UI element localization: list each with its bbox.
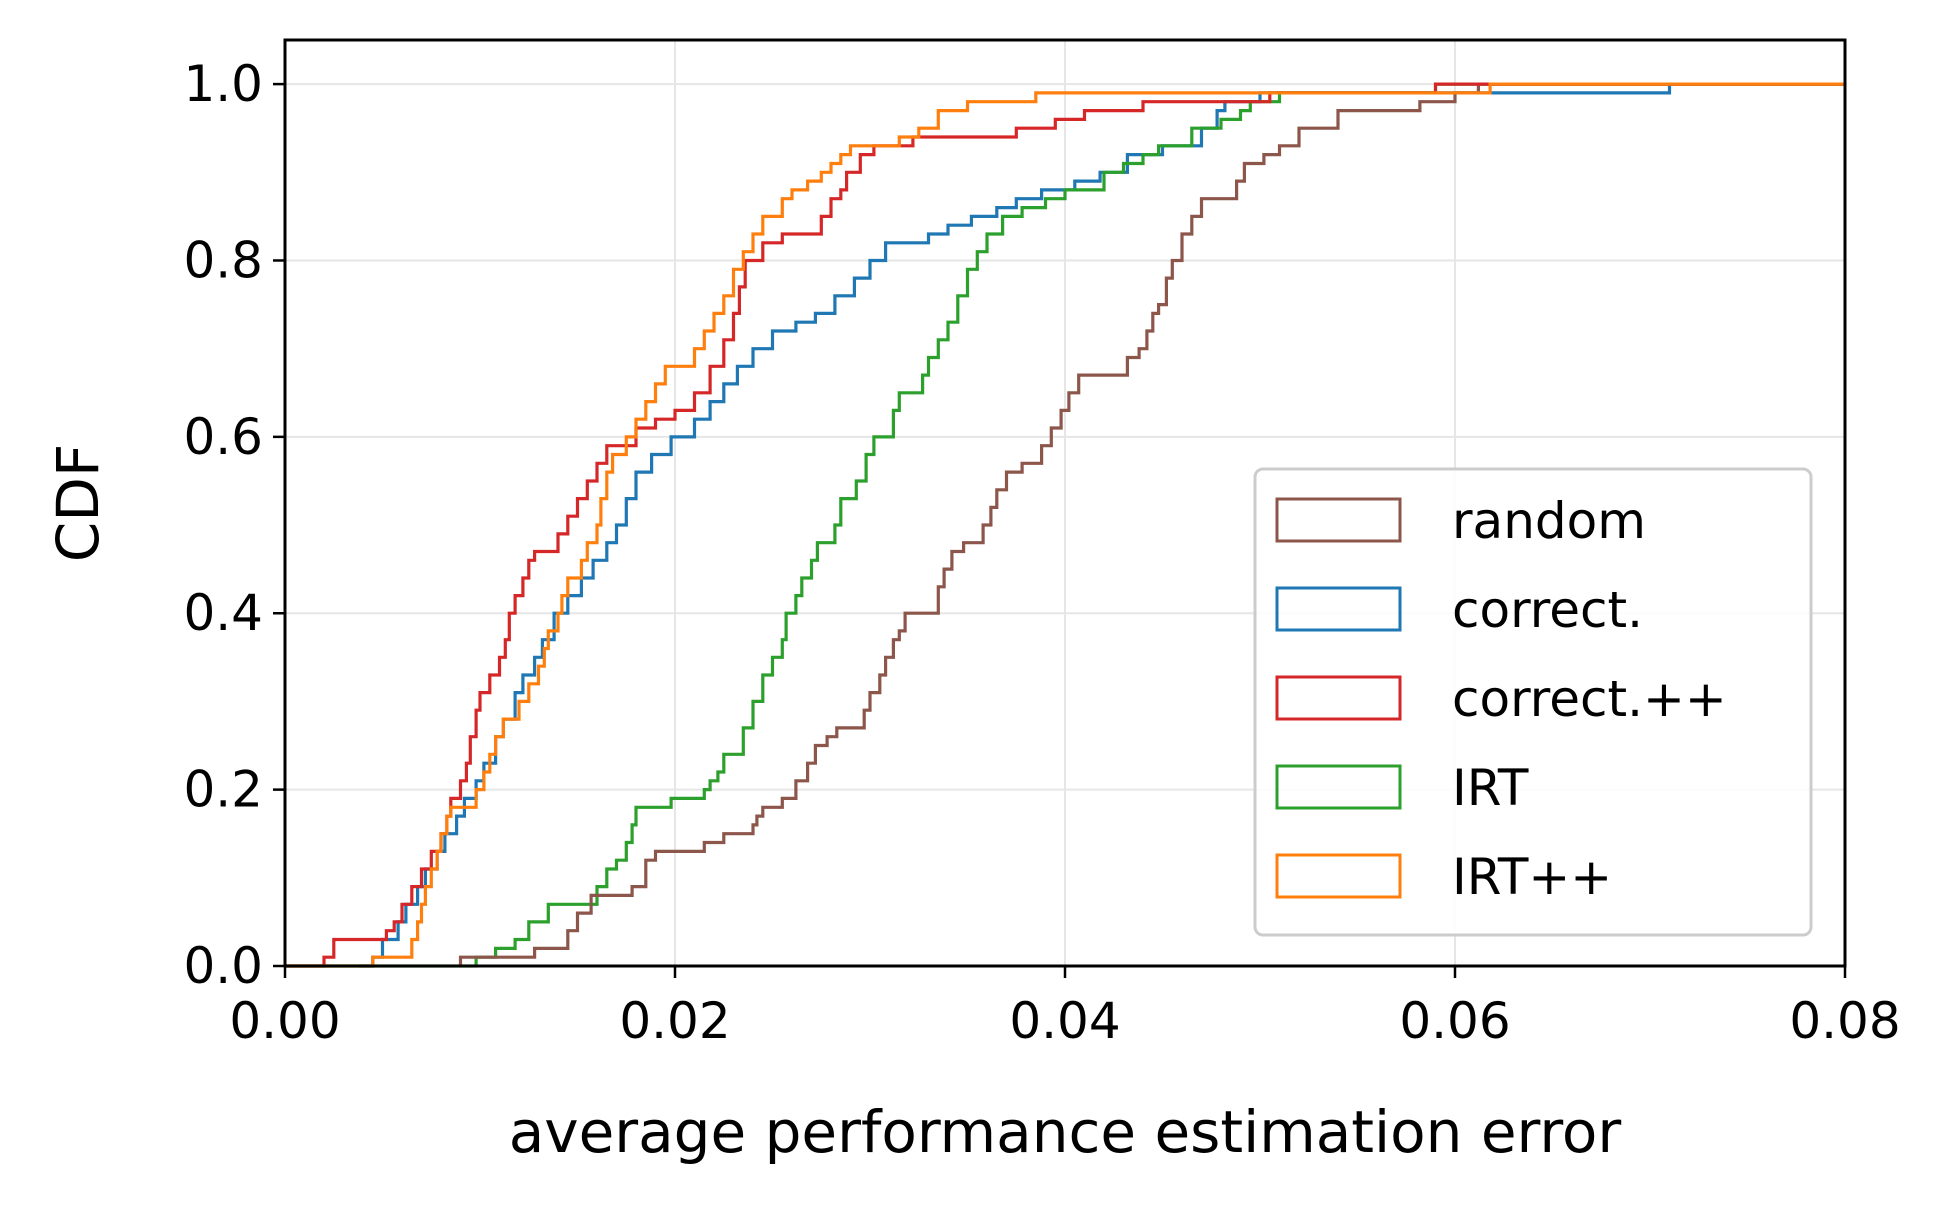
legend-swatch (1275, 764, 1402, 810)
legend-label: random (1452, 492, 1646, 550)
x-axis-label: average performance estimation error (509, 1098, 1622, 1166)
series-lines (285, 82, 1845, 968)
y-tick-label: 1.0 (183, 55, 263, 113)
legend-swatch (1275, 853, 1402, 899)
x-tick-label: 0.08 (1789, 992, 1900, 1050)
axis-ticks: 0.00 0.02 0.04 0.06 0.08 0.0 0.2 0.4 0.6 0.8 1.0 (183, 55, 1900, 1050)
legend-label: correct.++ (1452, 670, 1727, 728)
legend-swatch (1275, 675, 1402, 721)
y-tick-label: 0.8 (183, 231, 263, 289)
y-axis-label: CDF (44, 444, 112, 563)
series-line-irt (285, 82, 1845, 968)
legend-swatch (1275, 586, 1402, 632)
legend-label: IRT (1452, 759, 1529, 817)
x-tick-label: 0.00 (229, 992, 340, 1050)
legend-label: IRT++ (1452, 848, 1612, 906)
series-line-random (458, 82, 1845, 966)
y-tick-label: 0.4 (183, 584, 263, 642)
y-tick-label: 0.2 (183, 761, 263, 819)
series-line-irt (285, 82, 1845, 968)
x-tick-label: 0.06 (1399, 992, 1510, 1050)
x-tick-label: 0.04 (1009, 992, 1120, 1050)
legend-label: correct. (1452, 581, 1643, 639)
y-tick-label: 0.6 (183, 408, 263, 466)
legend-box (1253, 467, 1813, 937)
x-tick-label: 0.02 (619, 992, 730, 1050)
legend-swatch (1275, 497, 1402, 543)
series-line-correct (359, 82, 1845, 968)
y-tick-label: 0.0 (183, 937, 263, 995)
legend: random correct. correct.++ IRT IRT++ (1253, 467, 1813, 937)
